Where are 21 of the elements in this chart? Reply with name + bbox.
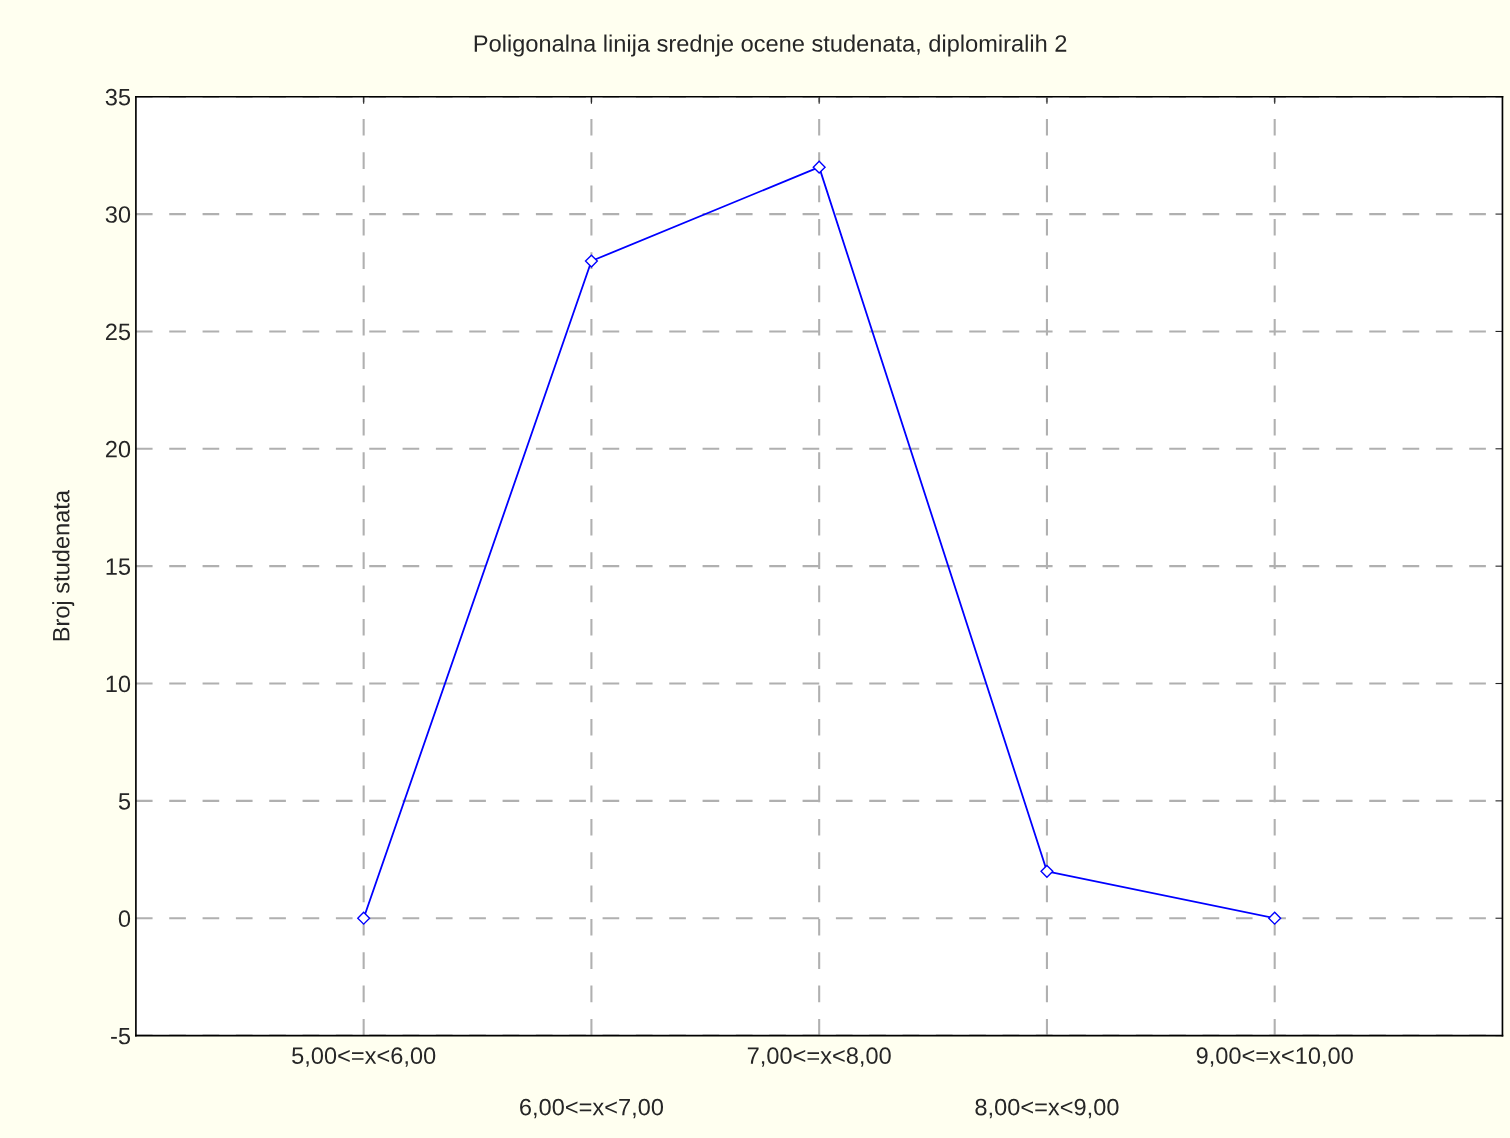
y-tick-label: -5 — [111, 1027, 131, 1045]
point — [1040, 864, 1054, 878]
y-tick-label: 15 — [106, 558, 131, 575]
point — [812, 160, 826, 174]
point — [1268, 911, 1282, 925]
y-tick-label: 10 — [106, 675, 131, 693]
x-tick-label: 9,00<=x<10,00 — [1196, 1047, 1353, 1067]
point — [584, 254, 599, 268]
y-tick-label: 0 — [118, 910, 131, 928]
y-tick-label: 5 — [118, 793, 131, 810]
y-tick-label: 30 — [105, 206, 131, 223]
x-tick-label: 5,00<=x<6,00 — [292, 1047, 436, 1067]
y-tick-label: 35 — [105, 88, 131, 106]
x-tick-label: 7,00<=x<8,00 — [747, 1047, 891, 1067]
y-axis-title: Broj studenata — [52, 490, 75, 641]
point — [357, 911, 371, 925]
y-tick-label: 20 — [105, 440, 131, 458]
y-tick-label: 25 — [105, 323, 131, 341]
x-tick-label: 8,00<=x<9,00 — [975, 1098, 1119, 1119]
x-tick-label: 6,00<=x<7,00 — [520, 1098, 664, 1119]
chart-title: Poligonalna linija srednje ocene studenata, diplomiralih 2 — [474, 34, 1067, 57]
